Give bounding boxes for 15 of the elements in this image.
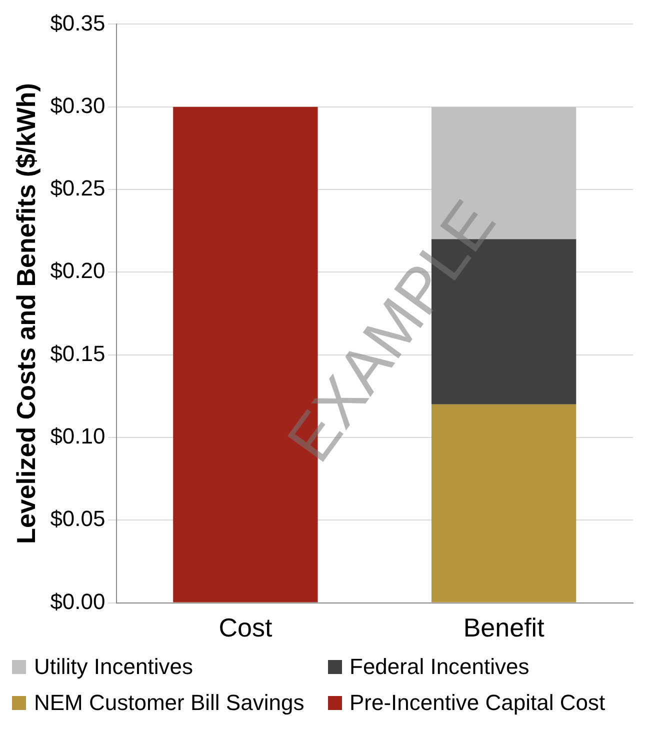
y-tick-label: $0.05 [50,506,106,532]
y-tick-label: $0.25 [50,176,106,201]
legend-label: Utility Incentives [34,654,193,680]
y-tick-label: $0.00 [50,588,106,614]
x-tick-label: Benefit [463,612,546,643]
y-tick-label: $0.35 [50,10,106,36]
legend-label: NEM Customer Bill Savings [34,690,304,716]
y-tick-label: $0.30 [50,92,106,118]
legend-label: Federal Incentives [350,654,530,680]
y-tick-label: $0.15 [50,340,106,366]
y-tick-label: $0.20 [50,258,106,284]
y-axis-title: Levelized Costs and Benefits ($/kWh) [10,83,41,544]
legend-label: Pre-Incentive Capital Cost [350,690,606,716]
x-tick-label: Cost [218,612,273,643]
y-tick-label: $0.10 [50,424,106,449]
